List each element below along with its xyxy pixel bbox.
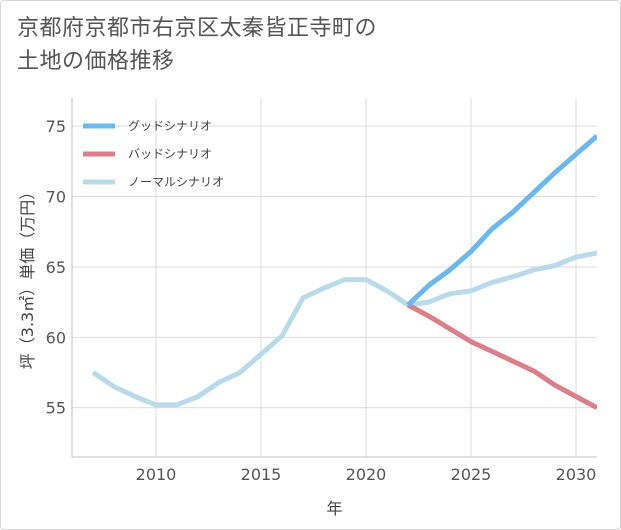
chart-title-line-1: 京都府京都市右京区太秦皆正寺町の bbox=[17, 16, 378, 41]
y-tick-label: 55 bbox=[46, 399, 66, 418]
legend-label-bad: バッドシナリオ bbox=[128, 147, 212, 161]
y-tick-label: 60 bbox=[46, 328, 66, 347]
y-axis-label: 坪（3.3㎡）単価（万円） bbox=[18, 184, 37, 369]
legend-label-good: グッドシナリオ bbox=[128, 119, 212, 133]
x-axis-label: 年 bbox=[326, 499, 342, 518]
legend-label-normal: ノーマルシナリオ bbox=[128, 175, 224, 189]
x-tick-label: 2025 bbox=[451, 465, 492, 484]
series-line-bad bbox=[406, 302, 597, 410]
series-line-good bbox=[406, 134, 597, 307]
chart-title-line-2: 土地の価格推移 bbox=[17, 49, 175, 74]
y-tick-label: 65 bbox=[46, 258, 66, 277]
y-tick-label: 75 bbox=[46, 117, 66, 136]
x-tick-label: 2020 bbox=[346, 465, 387, 484]
y-tick-label: 70 bbox=[46, 188, 66, 207]
x-tick-label: 2030 bbox=[556, 465, 597, 484]
x-tick-label: 2015 bbox=[241, 465, 282, 484]
chart-title: 京都府京都市右京区太秦皆正寺町の 土地の価格推移 bbox=[17, 12, 457, 78]
series-line-normal bbox=[91, 250, 597, 408]
x-tick-label: 2010 bbox=[136, 465, 177, 484]
